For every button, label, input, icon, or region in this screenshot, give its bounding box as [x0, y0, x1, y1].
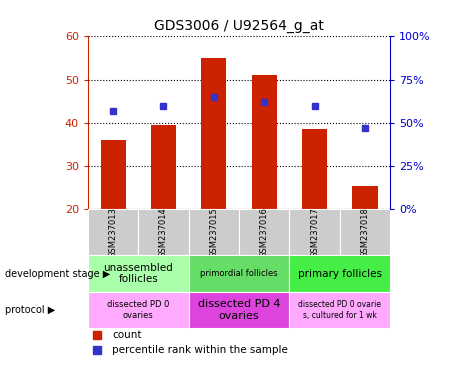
Bar [88, 255, 189, 292]
Text: development stage ▶: development stage ▶ [5, 268, 110, 279]
Text: GSM237016: GSM237016 [260, 207, 269, 258]
Title: GDS3006 / U92564_g_at: GDS3006 / U92564_g_at [154, 19, 324, 33]
Bar [302, 129, 327, 209]
Bar [88, 209, 138, 255]
Text: dissected PD 0
ovaries: dissected PD 0 ovaries [107, 300, 170, 320]
Text: GSM237014: GSM237014 [159, 207, 168, 258]
Bar [290, 255, 390, 292]
Bar [138, 209, 189, 255]
Text: percentile rank within the sample: percentile rank within the sample [112, 345, 288, 355]
Bar [88, 292, 189, 328]
Bar [340, 209, 390, 255]
Text: primary follicles: primary follicles [298, 268, 382, 279]
Bar [352, 185, 377, 209]
Text: primordial follicles: primordial follicles [200, 269, 278, 278]
Bar [290, 292, 390, 328]
Bar [189, 292, 290, 328]
Text: unassembled
follicles: unassembled follicles [103, 263, 173, 285]
Bar [101, 140, 126, 209]
Bar [189, 209, 239, 255]
Text: dissected PD 4
ovaries: dissected PD 4 ovaries [198, 299, 280, 321]
Text: GSM237017: GSM237017 [310, 207, 319, 258]
Bar [189, 255, 290, 292]
Text: GSM237015: GSM237015 [209, 207, 218, 258]
Bar [151, 125, 176, 209]
Text: GSM237013: GSM237013 [109, 207, 118, 258]
Bar [201, 58, 226, 209]
Text: GSM237018: GSM237018 [360, 207, 369, 258]
Bar [290, 209, 340, 255]
Bar [252, 75, 277, 209]
Bar [239, 209, 290, 255]
Text: dissected PD 0 ovarie
s, cultured for 1 wk: dissected PD 0 ovarie s, cultured for 1 … [298, 300, 381, 320]
Text: protocol ▶: protocol ▶ [5, 305, 55, 315]
Text: count: count [112, 330, 142, 340]
